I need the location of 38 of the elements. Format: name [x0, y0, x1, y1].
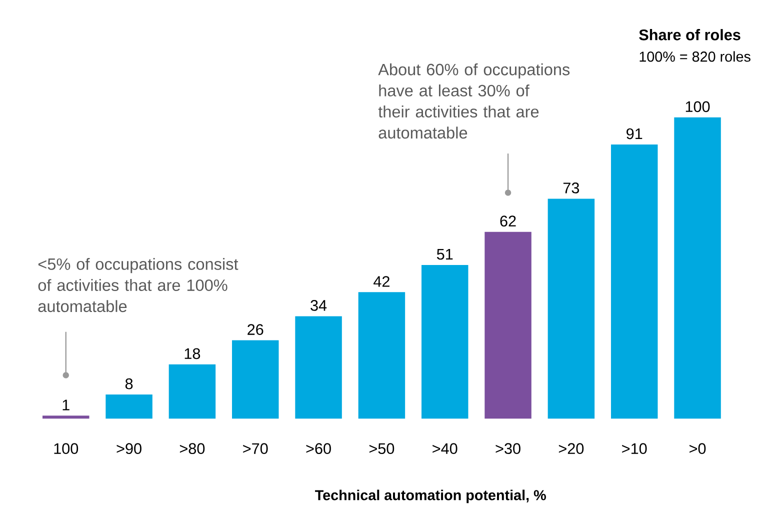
data-label: 62	[500, 216, 516, 226]
annotation: About 60% of occupations have at least 30% of their activities that are automatable	[378, 63, 570, 139]
bar	[106, 394, 152, 419]
x-tick-label: >30	[496, 443, 520, 454]
bar	[358, 292, 406, 419]
x-tick-label: >50	[369, 443, 394, 454]
chart-subtitle: 100% = 820 roles	[640, 51, 750, 62]
x-tick-label: >80	[180, 443, 205, 454]
chart-title: Share of roles	[639, 28, 740, 40]
bar	[232, 340, 279, 419]
x-axis-title: Technical automation potential, %	[315, 490, 546, 504]
data-label: 42	[374, 276, 390, 287]
data-label: 8	[125, 378, 133, 390]
bar	[548, 198, 595, 419]
bar	[610, 144, 658, 419]
bar	[42, 416, 90, 419]
bar	[168, 364, 216, 419]
x-tick-label: >70	[243, 443, 268, 454]
x-tick-label: >60	[306, 443, 331, 454]
data-label: 51	[436, 248, 453, 260]
data-label: 26	[248, 324, 264, 335]
bar	[421, 264, 468, 419]
bar	[674, 117, 721, 419]
x-tick-label: >90	[116, 443, 142, 454]
data-label: 18	[184, 348, 200, 360]
data-label: 34	[310, 300, 327, 311]
x-tick-label: 100	[54, 443, 78, 454]
x-tick-label: >40	[432, 443, 458, 454]
annotation: <5% of occupations consist of activities that are 100% automatable	[38, 258, 238, 312]
bar	[295, 316, 342, 419]
data-label: 100	[686, 101, 710, 112]
x-tick-label: >20	[558, 443, 584, 454]
data-label: 1	[62, 400, 70, 410]
data-label: 91	[626, 128, 642, 140]
x-tick-label: >10	[622, 443, 647, 454]
x-tick-label: >0	[690, 443, 706, 454]
data-label: 73	[563, 182, 580, 194]
bar	[484, 232, 532, 419]
